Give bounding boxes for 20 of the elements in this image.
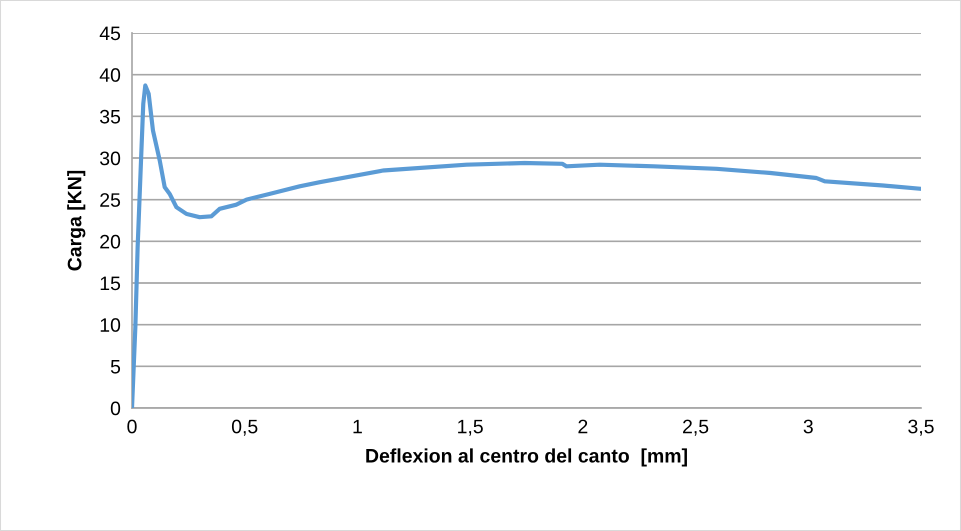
x-tick-label: 2 <box>578 420 588 434</box>
x-axis-title: Deflexion al centro del canto [mm] <box>366 448 687 466</box>
x-tick-label: 1 <box>354 420 362 434</box>
x-tick-label: 3,5 <box>908 420 934 436</box>
x-tick-label: 2,5 <box>683 420 708 436</box>
y-tick-label: 0 <box>110 401 120 416</box>
y-tick-label: 10 <box>100 318 120 332</box>
y-tick-label: 35 <box>100 110 120 124</box>
y-tick-label: 5 <box>110 360 120 374</box>
x-tick-label: 1,5 <box>458 420 483 436</box>
y-tick-label: 15 <box>100 276 120 290</box>
y-tick-label: 40 <box>100 68 120 82</box>
y-tick-label: 30 <box>100 151 120 166</box>
y-tick-label: 25 <box>100 193 120 207</box>
x-tick-label: 0,5 <box>232 420 258 436</box>
y-tick-label: 20 <box>100 234 120 249</box>
y-axis-title: Carga [KN] <box>67 170 86 270</box>
y-tick-label: 45 <box>100 26 120 40</box>
x-tick-label: 0 <box>127 420 137 434</box>
x-tick-label: 3 <box>804 420 813 434</box>
